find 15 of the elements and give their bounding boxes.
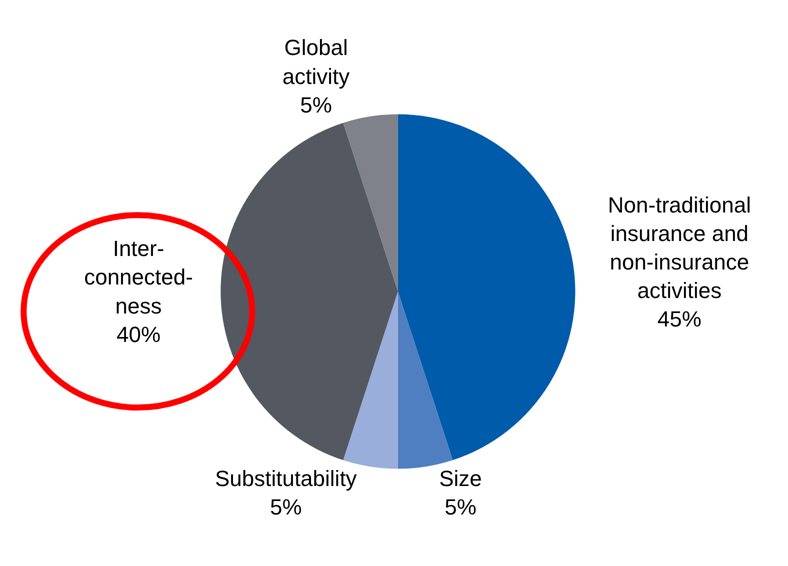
data-label: 40% [116, 322, 161, 347]
data-label: 5% [444, 494, 476, 520]
data-label: 5% [270, 494, 302, 520]
pie-slice [398, 114, 576, 460]
pie-slice [343, 291, 398, 469]
slice-label: Inter- connected- ness [84, 236, 193, 318]
slice-label: Non-traditional insurance and non-insurance activities [608, 192, 751, 304]
slice-label: Global activity [282, 35, 350, 89]
slice-label: Size [439, 466, 482, 491]
pie-slice [343, 114, 398, 292]
slice-label: Substitutability [214, 466, 357, 491]
pie-slice [220, 122, 398, 460]
data-label: 45% [657, 306, 702, 332]
data-label: 5% [300, 92, 332, 118]
pie-slice [398, 291, 453, 469]
